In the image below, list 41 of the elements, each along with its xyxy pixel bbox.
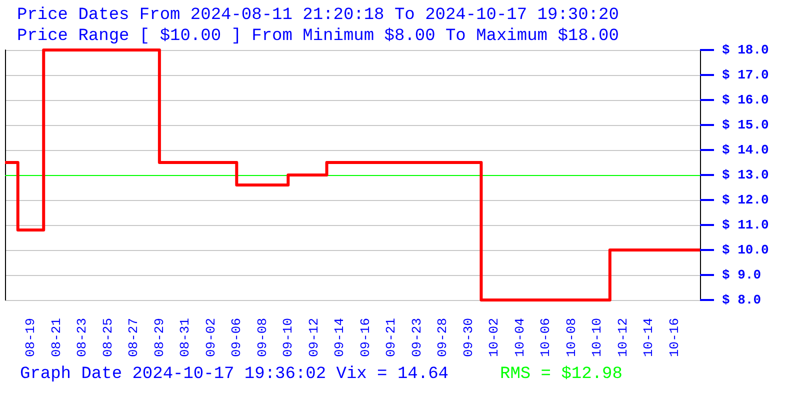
- x-tick-label: 09-21: [384, 318, 399, 358]
- y-tick-label: $ 15.0: [722, 118, 770, 132]
- x-tick-label: 10-14: [641, 318, 656, 358]
- x-tick-label: 09-10: [280, 318, 296, 358]
- text: Graph Date 2024-10-17 19:36:02 Vix = 14.64: [20, 365, 448, 384]
- y-tick-label: $ 10.0: [722, 242, 770, 258]
- x-tick-label: 10-08: [564, 318, 579, 358]
- x-tick-label: 09-16: [358, 318, 373, 358]
- x-tick-label: 08-23: [74, 318, 90, 358]
- y-tick-label: $ 11.0: [722, 218, 770, 232]
- y-tick-label: $ 13.0: [722, 168, 770, 182]
- chart-title: Price Dates From 2024-08-11 21:20:18 To 2024-10-17 19:30:20: [17, 6, 619, 25]
- x-tick-label: 08-19: [23, 318, 38, 358]
- x-tick-label: 08-27: [126, 318, 142, 358]
- x-tick-label: 09-08: [254, 318, 270, 358]
- y-tick-label: $ 9.0: [722, 268, 762, 282]
- x-tick-label: 09-02: [203, 318, 218, 358]
- x-tick-label: 09-14: [332, 318, 348, 358]
- x-tick-label: 10-06: [538, 318, 554, 358]
- y-tick-label: $ 18.0: [722, 42, 770, 58]
- x-tick-label: 08-25: [100, 318, 116, 358]
- x-tick-label: 09-28: [435, 318, 450, 358]
- chart-subtitle: Price Range [ $10.00 ] From Minimum $8.00 To Maximum $18.00: [17, 27, 619, 46]
- ref-line-label: RMS = $12.98: [500, 365, 622, 384]
- x-tick-label: 09-06: [229, 318, 244, 358]
- x-tick-label: 09-30: [460, 318, 476, 358]
- x-tick-label: 09-23: [409, 318, 424, 358]
- x-tick-label: 08-21: [48, 318, 64, 358]
- x-tick-label: 10-04: [512, 318, 528, 358]
- x-tick-label: 08-31: [178, 318, 193, 358]
- x-tick-label: 08-29: [152, 318, 167, 358]
- x-tick-label: 09-12: [306, 318, 322, 358]
- x-tick-label: 10-16: [666, 318, 682, 358]
- x-tick-label: 10-12: [615, 318, 630, 358]
- x-tick-label: 10-02: [486, 318, 502, 358]
- y-tick-label: $ 14.0: [722, 142, 770, 158]
- y-tick-label: $ 12.0: [722, 192, 770, 208]
- y-tick-label: $ 17.0: [722, 68, 770, 82]
- x-tick-label: 10-10: [590, 318, 605, 358]
- y-tick-label: $ 8.0: [722, 292, 762, 308]
- y-tick-label: $ 16.0: [722, 92, 770, 108]
